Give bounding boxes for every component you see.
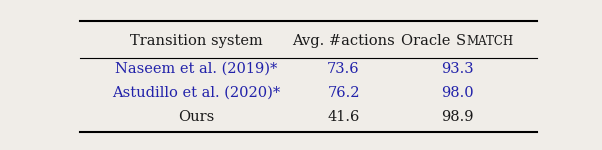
Text: 41.6: 41.6 bbox=[327, 110, 360, 124]
Text: Ours: Ours bbox=[178, 110, 215, 124]
Text: Astudillo et al. (2020)*: Astudillo et al. (2020)* bbox=[113, 86, 281, 100]
Text: 76.2: 76.2 bbox=[327, 86, 360, 100]
Text: Oracle: Oracle bbox=[402, 34, 456, 48]
Text: 73.6: 73.6 bbox=[327, 62, 360, 76]
Text: Avg. #actions: Avg. #actions bbox=[292, 34, 395, 48]
Text: Naseem et al. (2019)*: Naseem et al. (2019)* bbox=[116, 62, 278, 76]
Text: S: S bbox=[456, 34, 465, 48]
Text: 98.9: 98.9 bbox=[442, 110, 474, 124]
Text: 93.3: 93.3 bbox=[441, 62, 474, 76]
Text: 98.0: 98.0 bbox=[441, 86, 474, 100]
Text: Transition system: Transition system bbox=[130, 34, 263, 48]
Text: MATCH: MATCH bbox=[466, 35, 514, 48]
